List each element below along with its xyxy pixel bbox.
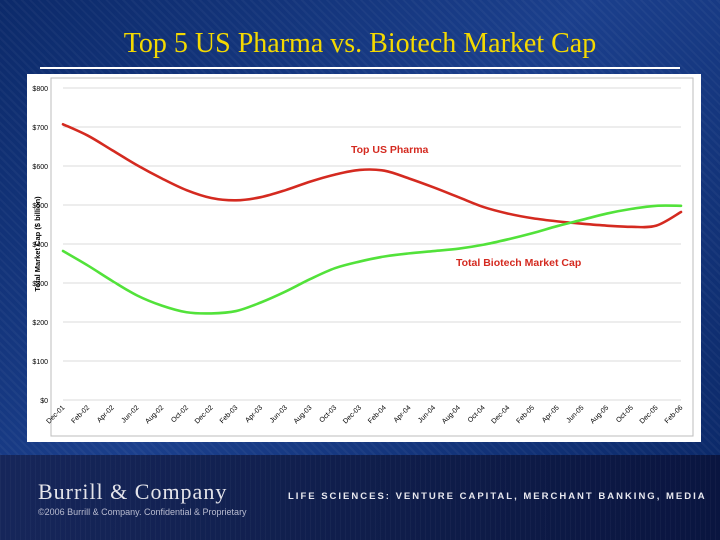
y-tick-label: $500 bbox=[32, 203, 48, 210]
company-logo: Burrill & Company bbox=[38, 479, 228, 504]
y-tick-label: $700 bbox=[32, 125, 48, 132]
slide-title: Top 5 US Pharma vs. Biotech Market Cap bbox=[123, 28, 597, 59]
y-axis-label: Total Market Cap ($ billion) bbox=[33, 196, 42, 292]
plot-frame bbox=[50, 77, 694, 437]
series-label-total-biotech: Total Biotech Market Cap bbox=[456, 257, 581, 269]
y-tick-label: $600 bbox=[32, 164, 48, 171]
tagline-text: LIFE SCIENCES: VENTURE CAPITAL, MERCHANT… bbox=[288, 491, 707, 502]
y-tick-label: $200 bbox=[32, 320, 48, 327]
line-chart: $0$100$200$300$400$500$600$700$800 Dec-0… bbox=[32, 77, 694, 437]
y-tick-label: $0 bbox=[40, 398, 48, 405]
copyright-text: ©2006 Burrill & Company. Confidential & … bbox=[38, 507, 247, 517]
y-tick-label: $300 bbox=[32, 281, 48, 288]
title-rule bbox=[40, 67, 680, 69]
y-tick-label: $100 bbox=[32, 359, 48, 366]
y-tick-label: $800 bbox=[32, 86, 48, 93]
series-label-top-us-pharma: Top US Pharma bbox=[351, 144, 429, 156]
footer-bar: Burrill & Company ©2006 Burrill & Compan… bbox=[0, 455, 720, 540]
series-line-top-us-pharma bbox=[61, 122, 683, 229]
y-tick-label: $400 bbox=[32, 242, 48, 249]
chart-panel: $0 $100 $200 $300 $400 $500 $600 $700 $800 Dec-0… bbox=[27, 74, 701, 442]
series-line-total-biotech bbox=[61, 204, 683, 315]
